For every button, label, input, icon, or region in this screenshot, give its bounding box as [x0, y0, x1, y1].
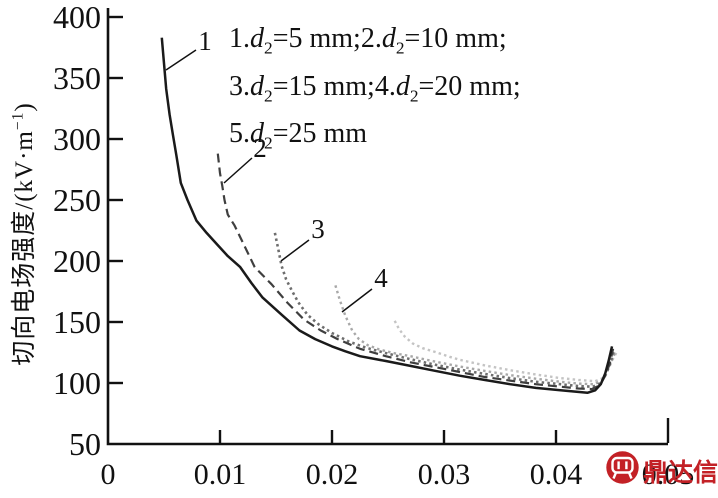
- y-tick-label: 300: [53, 121, 101, 157]
- y-axis-title: 切向电场强度/(kV·m−1): [4, 102, 40, 365]
- y-tick-label: 50: [69, 426, 101, 462]
- y-axis-title-close: ): [11, 102, 38, 112]
- series-line-d2-5: [160, 37, 614, 395]
- legend-item: 5.d2=25 mm: [229, 118, 368, 153]
- curve-label-3: 3: [311, 214, 325, 244]
- series-line-d2-10: [216, 153, 615, 391]
- legend-item: 1.d2=5 mm;: [229, 23, 361, 58]
- x-tick-label: 0.03: [418, 458, 471, 491]
- curve-label-4: 4: [374, 263, 388, 293]
- watermark: 鼎达信: [604, 451, 718, 491]
- legend: 1.d2=5 mm;2.d2=10 mm; 3.d2=15 mm;4.d2=20 …: [229, 20, 521, 163]
- x-tick-label: 0.04: [530, 458, 583, 491]
- series-line-d2-20: [334, 285, 617, 386]
- y-axis-title-sup: −1: [9, 111, 27, 131]
- series-line-d2-25: [393, 320, 618, 383]
- y-tick-label: 400: [53, 0, 101, 35]
- legend-item: 4.d2=20 mm;: [374, 70, 521, 106]
- x-tick-label: 0.02: [306, 458, 359, 491]
- x-tick-label: 0.01: [194, 458, 247, 491]
- curve-label-1: 1: [198, 26, 212, 56]
- curve-label-2: 2: [253, 133, 267, 163]
- leader-line-3: [280, 239, 310, 262]
- legend-row: 3.d2=15 mm;4.d2=20 mm;: [229, 68, 521, 116]
- leader-line-4: [341, 288, 373, 313]
- x-tick-label: 0: [101, 458, 116, 491]
- axes: [106, 8, 668, 446]
- y-tick-label: 150: [53, 304, 101, 340]
- leader-line-2: [223, 157, 253, 184]
- y-tick-label: 250: [53, 182, 101, 218]
- legend-row: 1.d2=5 mm;2.d2=10 mm;: [229, 20, 521, 68]
- y-tick-label: 200: [53, 243, 101, 279]
- watermark-text: 鼎达信: [642, 460, 718, 487]
- legend-item: 3.d2=15 mm;: [229, 70, 375, 106]
- dingdaxin-logo-icon: [604, 450, 641, 492]
- y-tick-label: 100: [53, 365, 101, 401]
- legend-row: 5.d2=25 mm: [229, 115, 521, 163]
- legend-item: 2.d2=10 mm;: [360, 23, 507, 58]
- leader-line-1: [165, 49, 197, 71]
- y-tick-label: 350: [53, 60, 101, 96]
- series-line-d2-15: [273, 232, 616, 389]
- x-tick-label: 0.05: [642, 458, 695, 491]
- y-axis-title-text: 切向电场强度/(kV·m: [11, 130, 38, 366]
